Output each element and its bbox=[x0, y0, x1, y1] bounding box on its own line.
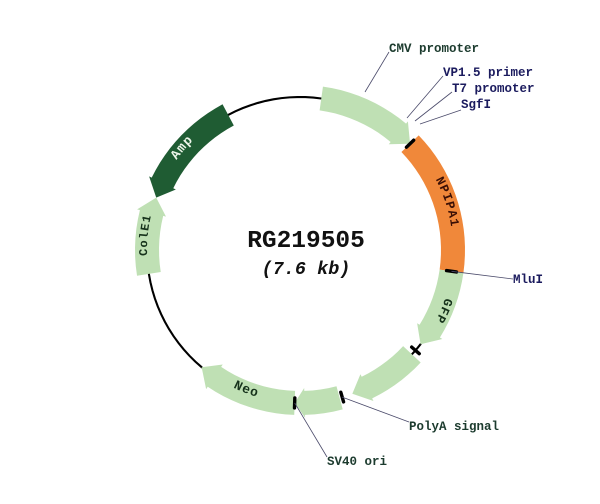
svg-text:SV40 ori: SV40 ori bbox=[327, 455, 387, 469]
svg-text:RG219505: RG219505 bbox=[247, 228, 365, 255]
svg-text:MluI: MluI bbox=[513, 273, 543, 287]
svg-text:CMV promoter: CMV promoter bbox=[389, 42, 479, 56]
svg-text:PolyA signal: PolyA signal bbox=[409, 420, 499, 434]
svg-text:(7.6 kb): (7.6 kb) bbox=[262, 259, 351, 280]
svg-text:VP1.5 primer: VP1.5 primer bbox=[443, 66, 533, 80]
svg-text:T7 promoter: T7 promoter bbox=[452, 82, 535, 96]
svg-text:SgfI: SgfI bbox=[461, 98, 491, 112]
